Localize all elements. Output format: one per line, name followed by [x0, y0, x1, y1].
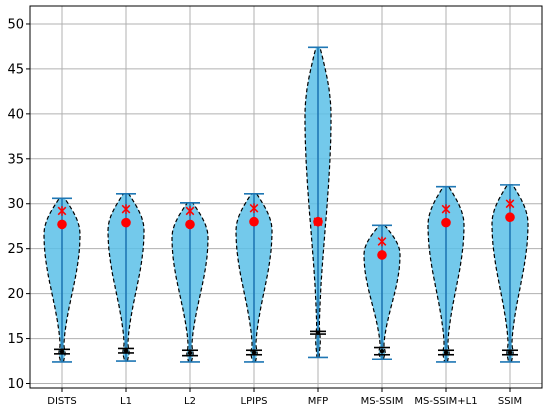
median-dot: [379, 348, 385, 354]
violin-l1: [107, 193, 145, 362]
violin-dists: [43, 197, 81, 363]
y-tick-label: 20: [7, 287, 24, 302]
x-tick-label: L1: [120, 396, 132, 407]
median-dot: [59, 349, 65, 354]
median-dot: [251, 350, 257, 355]
x-tick-label: MFP: [308, 396, 328, 407]
y-tick-label: 50: [7, 17, 24, 32]
median-dot: [187, 350, 193, 356]
mean-marker: [441, 217, 451, 228]
violin-l2: [171, 202, 209, 363]
plot-frame: [29, 5, 543, 389]
y-tick-label: 45: [7, 62, 24, 77]
y-tick-label: 35: [7, 152, 24, 167]
violin-lpips: [235, 193, 273, 363]
median-dot: [123, 348, 129, 353]
y-axis-ticks: 10 15 20 25 30 35 40 45 50: [7, 17, 30, 392]
x-tick-label: MS-SSIM: [361, 396, 404, 407]
x-tick-label: MS-SSIM+L1: [414, 396, 477, 407]
mean-marker: [57, 219, 67, 230]
violins: [43, 46, 529, 363]
mean-marker: [505, 212, 515, 223]
y-tick-label: 10: [7, 377, 24, 392]
x-tick-label: L2: [184, 396, 196, 407]
mean-marker: [185, 219, 195, 230]
x-tick-label: SSIM: [498, 396, 522, 407]
x-tick-label: DISTS: [47, 396, 76, 407]
y-tick-label: 30: [7, 197, 24, 212]
violin-ssim: [491, 184, 529, 363]
y-tick-label: 15: [7, 332, 24, 347]
median-dot: [315, 330, 321, 335]
axes-frame: [29, 5, 543, 389]
violin-mfp: [304, 46, 332, 359]
median-dot: [443, 350, 449, 355]
mean-marker: [249, 216, 259, 227]
x-tick-label: LPIPS: [241, 396, 268, 407]
y-tick-label: 25: [7, 242, 24, 257]
violin-ms-ssim-l1: [427, 185, 465, 363]
median-dot: [507, 350, 513, 355]
mean-marker: [377, 250, 387, 260]
grid-lines: [30, 6, 542, 388]
mean-marker: [121, 217, 131, 228]
y-tick-label: 40: [7, 107, 24, 122]
x-axis-ticks: DISTS L1 L2 LPIPS MFP MS-SSIM MS-SSIM+L1 SSIM: [47, 388, 522, 407]
violin-ms-ssim: [363, 224, 401, 361]
